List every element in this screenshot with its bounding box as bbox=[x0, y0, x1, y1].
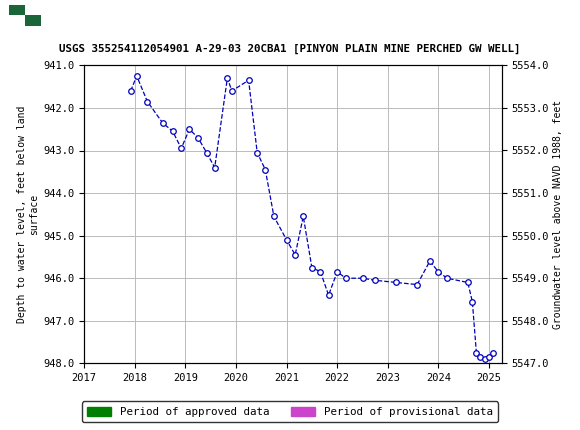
Bar bbox=[472, 363, 494, 369]
Bar bbox=[126, 363, 472, 369]
Text: USGS 355254112054901 A-29-03 20CBA1 [PINYON PLAIN MINE PERCHED GW WELL]: USGS 355254112054901 A-29-03 20CBA1 [PIN… bbox=[59, 44, 521, 54]
Bar bbox=[24, 15, 41, 26]
Y-axis label: Groundwater level above NAVD 1988, feet: Groundwater level above NAVD 1988, feet bbox=[553, 100, 563, 329]
Legend: Period of approved data, Period of provisional data: Period of approved data, Period of provi… bbox=[82, 401, 498, 422]
Bar bbox=[9, 5, 24, 15]
Bar bbox=[9, 5, 41, 26]
Text: USGS: USGS bbox=[46, 8, 93, 23]
Y-axis label: Depth to water level, feet below land
surface: Depth to water level, feet below land su… bbox=[17, 106, 39, 323]
